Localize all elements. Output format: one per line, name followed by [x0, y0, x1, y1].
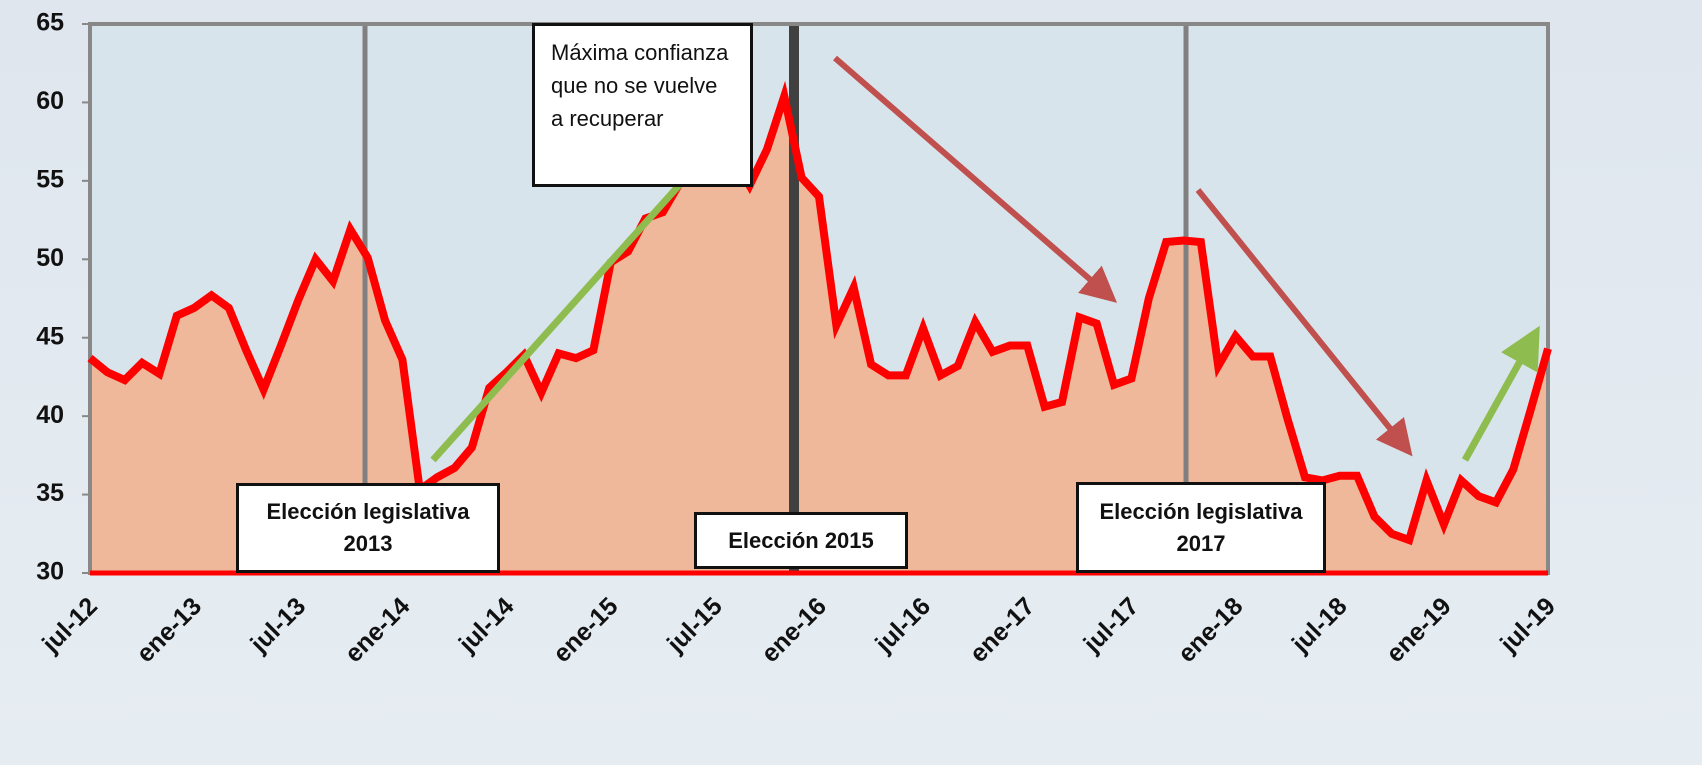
x-tick-label: jul-14	[453, 592, 520, 659]
x-tick-label: ene-16	[756, 592, 832, 668]
x-tick-label: ene-14	[340, 592, 416, 668]
annotation: Elección legislativa 2013	[236, 483, 500, 573]
line	[87, 80, 1552, 546]
annotation: Elección legislativa 2017	[1076, 482, 1326, 573]
x-tick-label: ene-19	[1381, 592, 1457, 668]
x-tick-label: jul-17	[1078, 592, 1145, 659]
trend-arrow	[833, 55, 1118, 303]
trend-arrow	[1195, 188, 1413, 457]
x-tick-label: ene-15	[548, 592, 624, 668]
x-tick-label: jul-18	[1286, 592, 1353, 659]
y-tick-label: 65	[36, 9, 64, 37]
trend-arrow	[1461, 325, 1540, 462]
x-tick-label: jul-13	[245, 592, 312, 659]
x-tick-label: ene-13	[131, 592, 207, 668]
y-tick-label: 50	[36, 244, 64, 272]
x-tick-label: ene-18	[1173, 592, 1249, 668]
y-tick-label: 55	[36, 165, 64, 193]
x-tick-label: jul-12	[36, 592, 103, 659]
x-tick-label: jul-16	[869, 592, 936, 659]
y-tick-label: 30	[36, 558, 64, 586]
annotation: Elección 2015	[694, 512, 908, 569]
x-tick-label: ene-17	[964, 592, 1040, 668]
x-tick-label: jul-19	[1494, 592, 1561, 659]
annotation: Máxima confianza que no se vuelve a recu…	[532, 23, 753, 187]
x-tick-label: jul-15	[661, 592, 728, 659]
y-tick-label: 35	[36, 479, 64, 507]
y-tick-label: 45	[36, 322, 64, 350]
y-tick-label: 60	[36, 87, 64, 115]
y-tick-label: 40	[36, 401, 64, 429]
